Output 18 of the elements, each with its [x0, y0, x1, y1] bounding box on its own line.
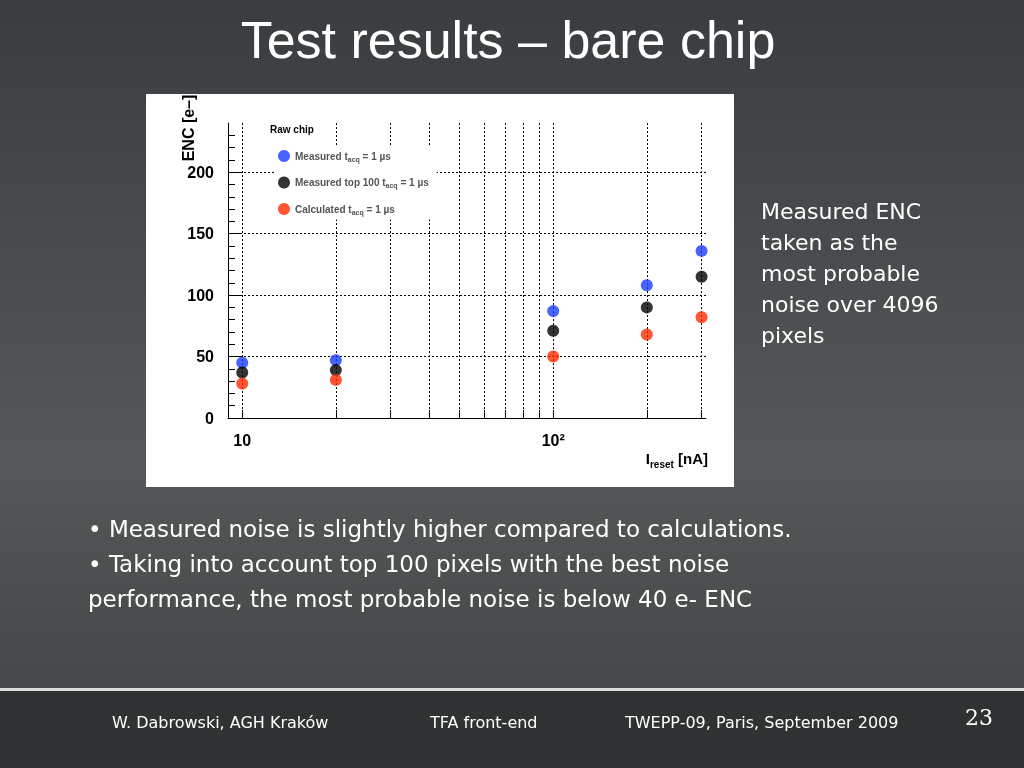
- y-axis-title: ENC [e–]: [179, 94, 197, 162]
- text: • Measured noise is slightly higher compared to calculations.: [88, 516, 792, 542]
- text: • Taking into account top 100 pixels with the best noise performance, the most probable noise is below 40 e- ENC: [88, 551, 753, 612]
- chart-title: Test results – bare chip: [239, 10, 777, 70]
- y-tick-label: 200: [187, 163, 215, 181]
- legend-title: Raw chip: [270, 123, 314, 135]
- text: TWEPP-09, Paris, September 2009: [625, 713, 899, 732]
- x-tick-label: 10: [233, 431, 252, 449]
- text: W. Dabrowski, AGH Kraków: [112, 713, 329, 732]
- x-tick-label: 10²: [541, 431, 565, 449]
- text: Measured ENC taken as the most probable noise over 4096 pixels: [761, 198, 940, 350]
- x-axis-title: I$_{reset}$ [nA]: [645, 450, 708, 470]
- y-tick-label: 0: [205, 409, 215, 427]
- y-tick-label: 50: [196, 348, 215, 366]
- text: 23: [965, 705, 993, 730]
- text: TFA front-end: [430, 713, 538, 732]
- y-tick-label: 100: [187, 286, 215, 304]
- y-tick-label: 150: [187, 225, 215, 243]
